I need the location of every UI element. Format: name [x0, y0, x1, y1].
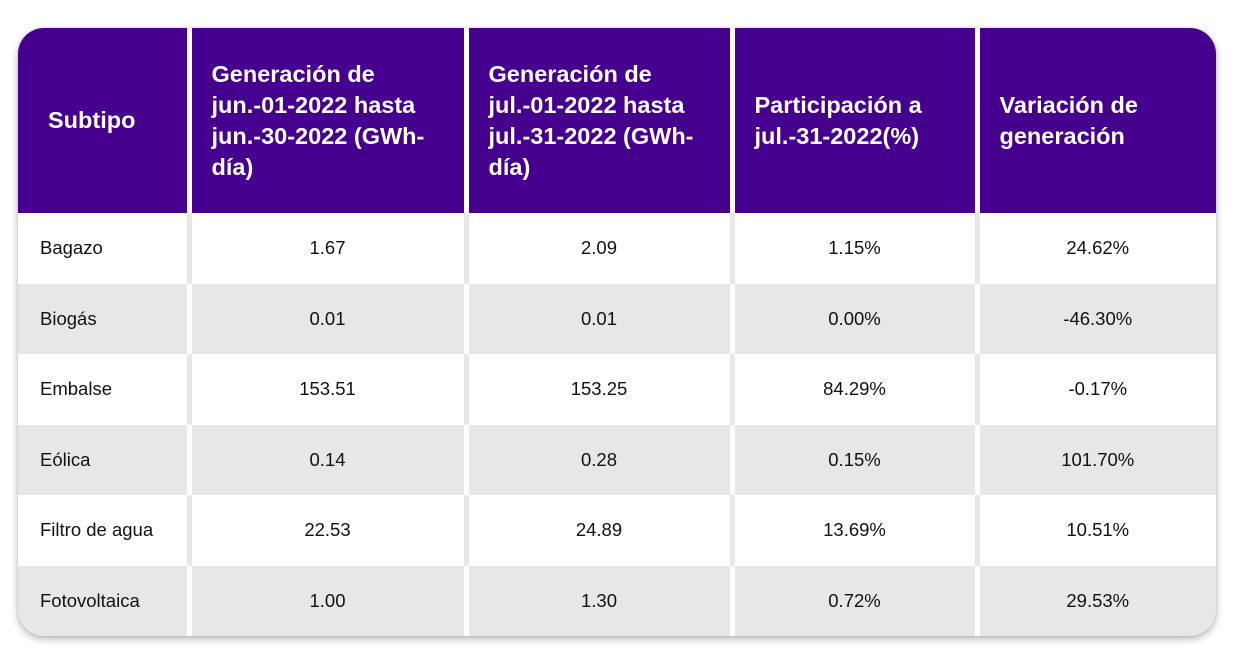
cell-participacion: 13.69%: [729, 495, 977, 566]
cell-generacion-junio: 1.00: [186, 565, 466, 636]
table-row: Biogás 0.01 0.01 0.00% -46.30%: [18, 283, 1216, 354]
cell-variacion: -46.30%: [974, 283, 1216, 354]
cell-variacion: -0.17%: [974, 354, 1216, 425]
cell-generacion-junio: 22.53: [186, 495, 466, 566]
table-row: Eólica 0.14 0.28 0.15% 101.70%: [18, 424, 1216, 495]
cell-participacion: 0.72%: [729, 565, 977, 636]
generation-table-card: Subtipo Generación de jun.-01-2022 hasta…: [18, 28, 1216, 636]
header-participacion: Participación a jul.-31-2022(%): [729, 28, 977, 213]
cell-generacion-julio: 0.01: [463, 283, 732, 354]
cell-generacion-junio: 0.01: [186, 283, 466, 354]
table-header: Subtipo Generación de jun.-01-2022 hasta…: [18, 28, 1216, 213]
cell-subtipo: Embalse: [18, 354, 189, 425]
cell-generacion-junio: 153.51: [186, 354, 466, 425]
cell-variacion: 24.62%: [974, 213, 1216, 284]
cell-subtipo: Bagazo: [18, 213, 189, 284]
cell-subtipo: Fotovoltaica: [18, 565, 189, 636]
generation-table: Subtipo Generación de jun.-01-2022 hasta…: [18, 28, 1216, 636]
header-subtipo: Subtipo: [18, 28, 189, 213]
table-row: Filtro de agua 22.53 24.89 13.69% 10.51%: [18, 495, 1216, 566]
cell-generacion-junio: 1.67: [186, 213, 466, 284]
table-row: Bagazo 1.67 2.09 1.15% 24.62%: [18, 213, 1216, 284]
table-row: Fotovoltaica 1.00 1.30 0.72% 29.53%: [18, 565, 1216, 636]
cell-variacion: 10.51%: [974, 495, 1216, 566]
header-generacion-julio: Generación de jul.-01-2022 hasta jul.-31…: [463, 28, 732, 213]
cell-variacion: 101.70%: [974, 424, 1216, 495]
table-body: Bagazo 1.67 2.09 1.15% 24.62% Biogás 0.0…: [18, 213, 1216, 636]
cell-participacion: 0.00%: [729, 283, 977, 354]
cell-subtipo: Eólica: [18, 424, 189, 495]
cell-generacion-julio: 1.30: [463, 565, 732, 636]
cell-generacion-julio: 24.89: [463, 495, 732, 566]
header-variacion: Variación de generación: [974, 28, 1216, 213]
cell-generacion-julio: 2.09: [463, 213, 732, 284]
cell-participacion: 84.29%: [729, 354, 977, 425]
header-generacion-junio: Generación de jun.-01-2022 hasta jun.-30…: [186, 28, 466, 213]
cell-generacion-julio: 0.28: [463, 424, 732, 495]
cell-variacion: 29.53%: [974, 565, 1216, 636]
cell-participacion: 1.15%: [729, 213, 977, 284]
cell-participacion: 0.15%: [729, 424, 977, 495]
cell-generacion-junio: 0.14: [186, 424, 466, 495]
cell-generacion-julio: 153.25: [463, 354, 732, 425]
cell-subtipo: Filtro de agua: [18, 495, 189, 566]
table-row: Embalse 153.51 153.25 84.29% -0.17%: [18, 354, 1216, 425]
cell-subtipo: Biogás: [18, 283, 189, 354]
header-row: Subtipo Generación de jun.-01-2022 hasta…: [18, 28, 1216, 213]
